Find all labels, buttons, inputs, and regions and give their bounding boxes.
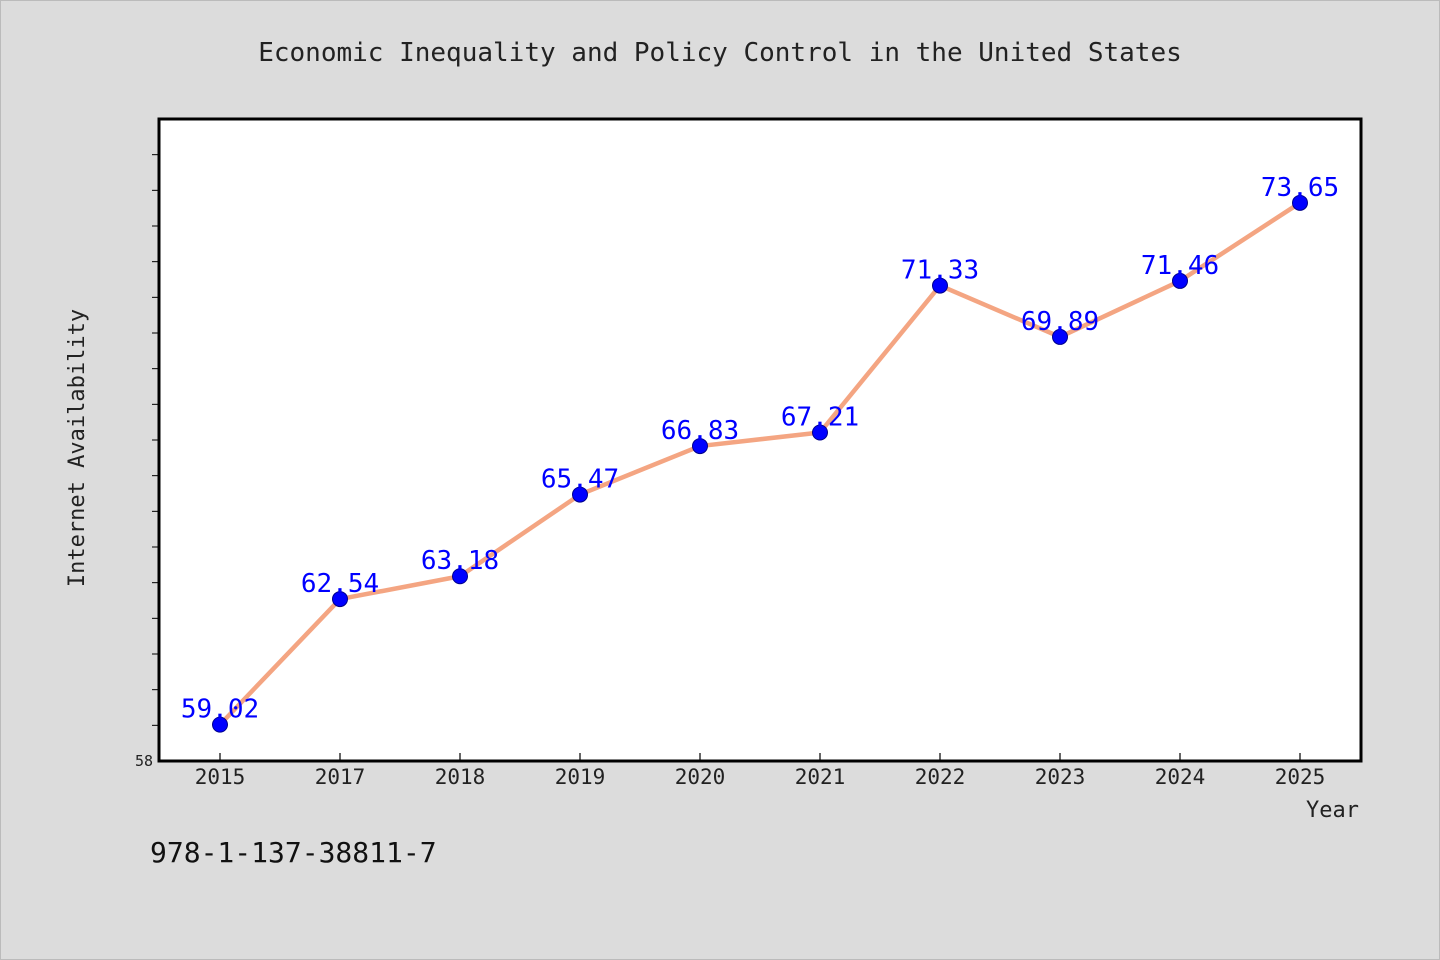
data-point [812, 424, 828, 441]
data-label: 71.46 [1141, 251, 1219, 281]
x-tick-label: 2019 [555, 765, 606, 789]
data-point [212, 716, 228, 733]
x-tick-label: 2024 [1155, 765, 1206, 789]
x-tick-label: 2022 [915, 765, 966, 789]
data-label: 73.65 [1261, 173, 1339, 203]
data-label: 71.33 [901, 256, 979, 286]
footer-code: 978-1-137-38811-7 [150, 836, 437, 869]
data-label: 62.54 [301, 569, 379, 599]
x-tick-label: 2021 [795, 765, 846, 789]
data-point [1172, 272, 1188, 289]
data-point [1292, 194, 1308, 211]
y-axis-label: Internet Availability [65, 309, 90, 587]
data-point [452, 568, 468, 585]
x-tick-label: 2020 [675, 765, 726, 789]
data-label: 69.89 [1021, 307, 1099, 337]
x-axis-ticks [219, 753, 1301, 761]
x-tick-label: 2023 [1035, 765, 1086, 789]
plot-area [157, 117, 1363, 763]
data-label: 66.83 [661, 416, 739, 446]
data-label: 63.18 [421, 546, 499, 576]
y-tick-label: 58 [135, 752, 153, 770]
series-lines [218, 200, 1302, 727]
x-tick-label: 2025 [1275, 765, 1326, 789]
x-tick-label: 2015 [195, 765, 246, 789]
data-label: 59.02 [181, 695, 259, 725]
data-labels: 59.02 62.54 63.18 65.47 66.83 67.21 71.33 69.89… [181, 173, 1339, 725]
x-axis-tick-labels: 2015 2017 2018 2019 2020 2021 2022 2023 2024 2025 [195, 765, 1326, 789]
data-point [692, 438, 708, 455]
data-label: 65.47 [541, 465, 619, 495]
x-axis-label: Year [1306, 798, 1359, 823]
y-axis-ticks [152, 154, 159, 726]
x-tick-label: 2017 [315, 765, 366, 789]
y-axis-tick-labels: 58 [135, 752, 153, 770]
data-point [1052, 328, 1068, 345]
chart-title: Economic Inequality and Policy Control i… [258, 38, 1182, 68]
data-point [572, 486, 588, 503]
data-point [332, 591, 348, 608]
series-line [218, 200, 1302, 727]
series-markers [212, 194, 1308, 733]
data-label: 67.21 [781, 403, 859, 433]
x-tick-label: 2018 [435, 765, 486, 789]
data-point [932, 277, 948, 294]
